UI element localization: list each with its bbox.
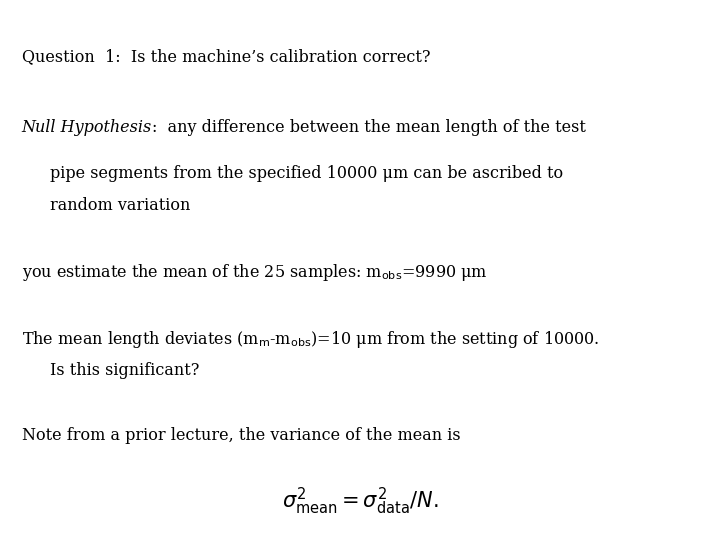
Text: Is this significant?: Is this significant? bbox=[50, 362, 199, 379]
Text: you estimate the mean of the 25 samples: m$_{\mathrm{obs}}$=9990 μm: you estimate the mean of the 25 samples:… bbox=[22, 262, 487, 283]
Text: The mean length deviates (m$_{\mathrm{m}}$-m$_{\mathrm{obs}}$)=10 μm from the se: The mean length deviates (m$_{\mathrm{m}… bbox=[22, 329, 599, 350]
Text: :  any difference between the mean length of the test: : any difference between the mean length… bbox=[152, 119, 586, 136]
Text: $\sigma_{\mathrm{mean}}^{2} = \sigma_{\mathrm{data}}^{2}/N.$: $\sigma_{\mathrm{mean}}^{2} = \sigma_{\m… bbox=[282, 486, 438, 517]
Text: Note from a prior lecture, the variance of the mean is: Note from a prior lecture, the variance … bbox=[22, 427, 460, 443]
Text: pipe segments from the specified 10000 μm can be ascribed to: pipe segments from the specified 10000 μ… bbox=[50, 165, 564, 181]
Text: random variation: random variation bbox=[50, 197, 191, 214]
Text: Question  1:  Is the machine’s calibration correct?: Question 1: Is the machine’s calibration… bbox=[22, 49, 430, 65]
Text: Null Hypothesis: Null Hypothesis bbox=[22, 119, 152, 136]
